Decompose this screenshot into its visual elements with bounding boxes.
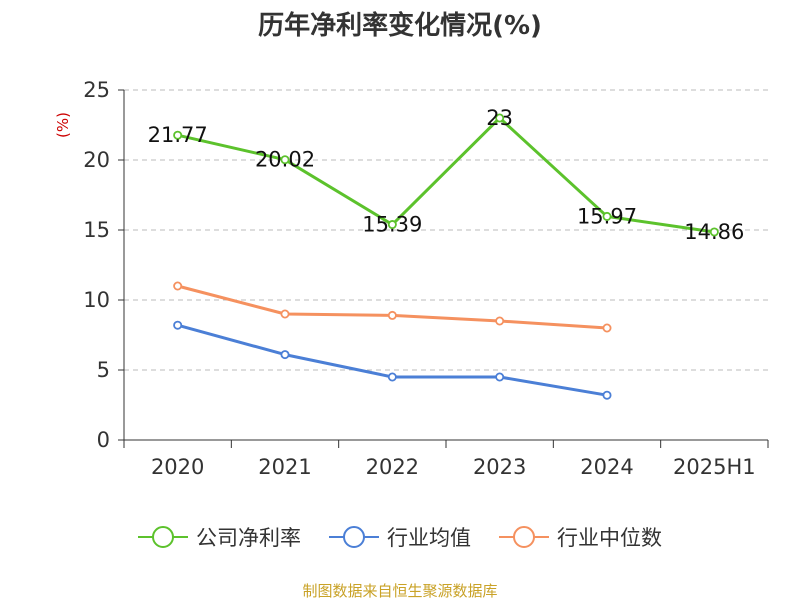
- x-tick-label: 2024: [580, 455, 633, 479]
- data-point: [280, 309, 290, 319]
- data-point: [495, 316, 505, 326]
- x-tick-label: 2025H1: [673, 455, 756, 479]
- legend: 公司净利率 行业均值 行业中位数: [138, 526, 662, 550]
- data-point: [387, 372, 397, 382]
- data-point: [173, 130, 183, 140]
- gridlines: [124, 89, 768, 371]
- data-point: [709, 227, 719, 237]
- x-tick-label: 2020: [151, 455, 204, 479]
- data-point: [602, 323, 612, 333]
- series-line: [177, 116, 715, 234]
- legend-label: 公司净利率: [196, 526, 301, 550]
- data-point: [387, 310, 397, 320]
- data-label: 14.86: [684, 220, 744, 244]
- data-point: [280, 155, 290, 165]
- data-label: 15.39: [362, 213, 422, 237]
- y-tick-label: 20: [83, 148, 110, 172]
- y-tick-label: 25: [83, 78, 110, 102]
- data-point: [280, 350, 290, 360]
- axes: 0 5 10 15 20 25 2020 2021 2022 2023 2024 2025H1: [83, 78, 769, 479]
- legend-marker: [152, 526, 174, 548]
- data-point: [495, 372, 505, 382]
- x-tick-label: 2022: [366, 455, 419, 479]
- x-tick-label: 2023: [473, 455, 526, 479]
- series-lines: [173, 113, 719, 400]
- source-note: 制图数据来自恒生聚源数据库: [302, 582, 497, 600]
- y-axis-unit: (%): [54, 112, 72, 138]
- series-line: [177, 284, 608, 330]
- legend-marker: [513, 526, 535, 548]
- y-tick-label: 10: [83, 288, 110, 312]
- y-tick-label: 0: [97, 428, 110, 452]
- data-point: [173, 281, 183, 291]
- legend-label: 行业均值: [387, 526, 471, 550]
- data-label: 15.97: [577, 204, 637, 228]
- y-tick-label: 15: [83, 218, 110, 242]
- data-point: [387, 220, 397, 230]
- data-label: 21.77: [148, 123, 208, 147]
- legend-item: 行业均值: [329, 526, 471, 550]
- data-point: [602, 390, 612, 400]
- chart-title: 历年净利率变化情况(%): [258, 10, 542, 41]
- data-label: 20.02: [255, 148, 315, 172]
- data-labels: 21.77 20.02 15.39 23 15.97 14.86: [148, 106, 745, 244]
- legend-item: 公司净利率: [138, 526, 301, 550]
- data-point: [173, 320, 183, 330]
- data-label: 23: [486, 106, 513, 130]
- legend-label: 行业中位数: [557, 526, 662, 550]
- data-point: [495, 113, 505, 123]
- y-tick-label: 5: [97, 358, 110, 382]
- data-point: [602, 211, 612, 221]
- legend-item: 行业中位数: [499, 526, 662, 550]
- series-line: [177, 323, 608, 397]
- x-tick-label: 2021: [258, 455, 311, 479]
- legend-marker: [343, 526, 365, 548]
